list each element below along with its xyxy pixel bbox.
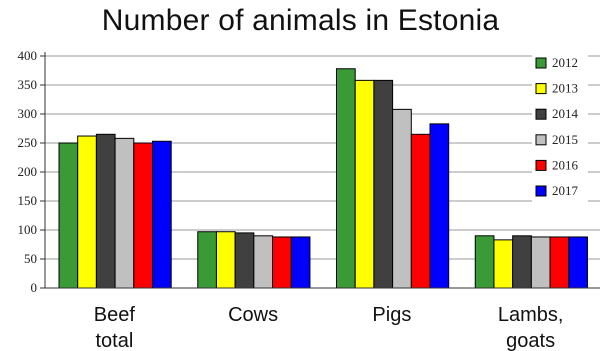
bar-2017-2 [290,236,311,289]
y-tick-label-0: 0 [31,280,38,295]
bar-2014-2 [234,232,255,289]
bar-2014-3 [373,79,394,289]
bar-2012-2 [197,231,217,289]
y-tick-label-400: 400 [18,48,38,63]
bar-2015-4 [530,236,551,289]
axes: 0 50 100 150 200 250 300 350 400 [18,48,600,295]
bars [58,68,588,289]
bar-2016-1 [133,142,154,289]
bar-2017-4 [568,236,588,289]
bar-2014-1 [95,133,116,289]
bar-2013-3 [354,79,375,289]
category-labels: Beef total Cows Pigs Lambs, goats [94,304,564,351]
y-tick-label-200: 200 [18,164,38,179]
category-label-3: Pigs [372,304,411,326]
category-label-4-line-2: goats [506,330,555,351]
chart-title: Number of animals in Estonia [101,4,500,37]
legend-swatch-2015 [535,134,547,146]
legend-label-2015: 2015 [552,132,578,147]
legend-swatch-2014 [535,108,547,120]
y-tick-label-300: 300 [18,106,38,121]
bar-2012-1 [58,142,79,289]
bar-2016-3 [410,133,431,289]
legend-swatch-2012 [535,57,547,69]
y-tick-label-50: 50 [24,251,37,266]
legend-swatch-2016 [535,159,547,171]
bar-2015-3 [392,108,412,289]
legend-label-2016: 2016 [552,157,579,172]
legend-label-2014: 2014 [552,106,579,121]
legend-label-2012: 2012 [552,55,578,70]
category-label-1-line-1: Beef [94,304,136,326]
y-tick-label-150: 150 [18,193,38,208]
bar-2013-2 [215,231,236,289]
y-tick-label-100: 100 [18,222,38,237]
bar-2016-4 [549,236,570,289]
legend-label-2013: 2013 [552,81,578,96]
legend-swatch-2017 [535,185,547,197]
category-label-2: Cows [228,304,278,326]
bar-2017-3 [429,123,450,289]
bar-2012-3 [336,68,356,289]
category-label-4-line-1: Lambs, [498,304,564,326]
category-label-1-line-2: total [95,330,133,351]
legend-label-2017: 2017 [552,183,579,198]
bar-2016-2 [272,236,292,289]
bar-2014-4 [512,235,532,289]
bar-2013-4 [493,239,514,289]
bar-2015-2 [253,235,274,289]
bar-2012-4 [474,235,495,289]
legend-swatch-2013 [535,83,547,95]
legend-background [532,53,588,209]
y-tick-label-350: 350 [18,77,38,92]
y-tick-label-250: 250 [18,135,38,150]
bar-2015-1 [114,137,135,289]
bar-2013-1 [77,135,97,289]
legend: 2012 2013 2014 2015 2016 2017 [532,53,588,209]
bar-2017-1 [152,140,172,289]
